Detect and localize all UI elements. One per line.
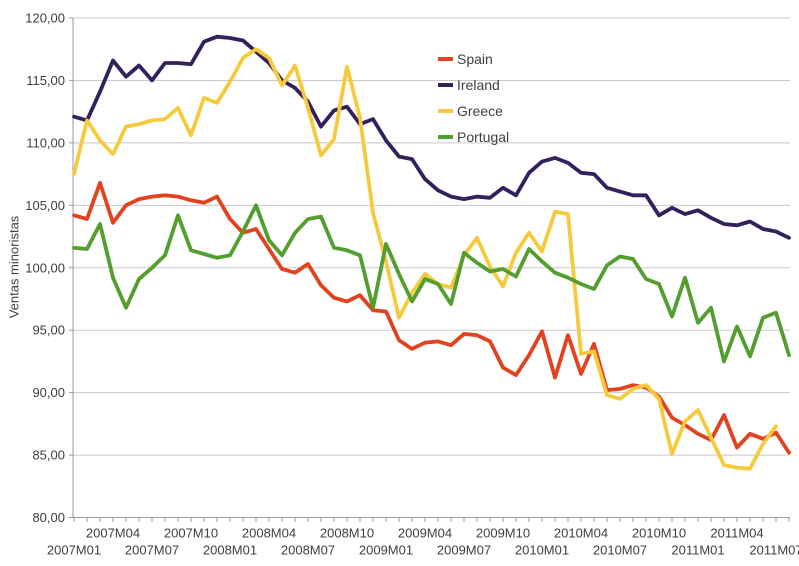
legend-marker-ireland	[438, 83, 453, 87]
legend-item-ireland: Ireland	[438, 72, 509, 98]
legend-item-portugal: Portugal	[438, 124, 509, 150]
series-line-spain	[72, 180, 791, 455]
series-line-ireland	[72, 34, 791, 240]
series-line-greece	[72, 47, 778, 471]
y-tick-label: 85,00	[32, 448, 65, 463]
y-tick-label: 115,00	[26, 73, 65, 88]
legend-item-greece: Greece	[438, 98, 509, 124]
x-tick-label: 2007M07	[125, 543, 179, 558]
series-line-portugal	[72, 203, 791, 364]
legend-label: Ireland	[457, 77, 500, 93]
legend-label: Spain	[457, 51, 493, 67]
y-tick-label: 110,00	[26, 135, 65, 150]
x-tick-label: 2008M07	[281, 543, 335, 558]
legend-marker-portugal	[438, 135, 453, 139]
y-tick-label: 95,00	[32, 323, 65, 338]
y-tick-label: 100,00	[25, 260, 65, 275]
x-tick-label: 2008M01	[203, 543, 257, 558]
x-tick-label: 2009M07	[437, 543, 491, 558]
x-tick-label: 2009M01	[359, 543, 413, 558]
legend-marker-spain	[438, 57, 453, 61]
x-tick-label: 2008M10	[320, 526, 374, 541]
y-tick-label: 120,00	[25, 11, 65, 26]
x-tick-label: 2007M01	[47, 543, 101, 558]
y-tick-label: 105,00	[25, 198, 65, 213]
chart-legend: Spain Ireland Greece Portugal	[438, 46, 509, 150]
legend-label: Greece	[457, 103, 503, 119]
x-tick-label: 2009M10	[476, 526, 530, 541]
x-tick-label: 2010M01	[515, 543, 569, 558]
x-tick-label: 2011M07	[749, 543, 799, 558]
legend-marker-greece	[438, 109, 453, 113]
x-tick-label: 2011M04	[710, 526, 763, 541]
y-axis-title: Ventas minoristas	[6, 215, 22, 319]
x-tick-label: 2007M10	[164, 526, 218, 541]
legend-label: Portugal	[457, 129, 510, 145]
y-tick-label: 80,00	[32, 510, 65, 525]
x-tick-label: 2010M07	[593, 543, 647, 558]
x-tick-label: 2011M01	[671, 543, 724, 558]
legend-item-spain: Spain	[438, 46, 509, 72]
x-tick-label: 2010M10	[632, 526, 686, 541]
x-tick-label: 2010M04	[554, 526, 608, 541]
x-tick-label: 2007M04	[86, 526, 140, 541]
y-tick-label: 90,00	[32, 385, 65, 400]
x-tick-label: 2009M04	[398, 526, 452, 541]
x-tick-label: 2008M04	[242, 526, 296, 541]
